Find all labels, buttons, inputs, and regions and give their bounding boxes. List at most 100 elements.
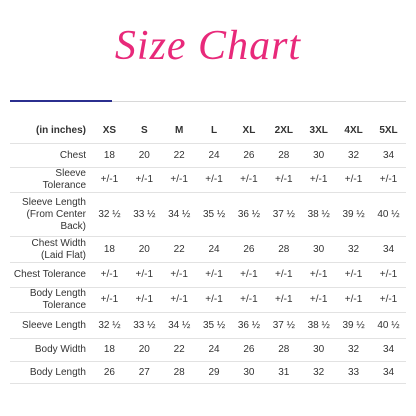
cell: +/-1	[336, 287, 371, 313]
row-label: Chest Tolerance	[10, 262, 92, 288]
cell: +/-1	[161, 262, 197, 288]
cell: 31	[266, 361, 302, 384]
cell: +/-1	[161, 167, 197, 193]
cell: 39 ½	[336, 192, 371, 237]
cell: 34	[371, 338, 406, 362]
cell: 32 ½	[92, 192, 127, 237]
header-size: 3XL	[301, 118, 337, 144]
cell: +/-1	[196, 262, 232, 288]
cell: 28	[266, 338, 302, 362]
cell: 30	[231, 361, 267, 384]
cell: 32	[301, 361, 337, 384]
header-size: S	[126, 118, 162, 144]
cell: 26	[231, 236, 267, 263]
cell: +/-1	[196, 167, 232, 193]
cell: +/-1	[266, 287, 302, 313]
header-size: L	[196, 118, 232, 144]
cell: +/-1	[161, 287, 197, 313]
rule	[112, 100, 406, 102]
cell: 30	[301, 338, 337, 362]
cell: 28	[161, 361, 197, 384]
cell: 18	[92, 143, 127, 168]
cell: 34 ½	[161, 312, 197, 339]
cell: 26	[92, 361, 127, 384]
header-size: XL	[231, 118, 267, 144]
cell: +/-1	[231, 167, 267, 193]
title: Size Chart	[114, 23, 302, 69]
cell: +/-1	[231, 262, 267, 288]
cell: 40 ½	[371, 312, 406, 339]
table-row: Body Length 26 27 28 29 30 31 32 33 34	[10, 361, 406, 384]
header-size: XS	[92, 118, 127, 144]
table-row: Body Length Tolerance +/-1 +/-1 +/-1 +/-1 +/-…	[10, 287, 406, 313]
cell: 35 ½	[196, 192, 232, 237]
cell: 27	[126, 361, 162, 384]
cell: +/-1	[301, 287, 337, 313]
cell: 24	[196, 236, 232, 263]
cell: 32 ½	[92, 312, 127, 339]
cell: 26	[231, 143, 267, 168]
cell: +/-1	[126, 287, 162, 313]
cell: +/-1	[301, 167, 337, 193]
row-label: Body Length Tolerance	[10, 287, 92, 313]
cell: 22	[161, 338, 197, 362]
cell: 33	[336, 361, 371, 384]
table-row: Sleeve Length 32 ½ 33 ½ 34 ½ 35 ½ 36 ½ 37 ½ 38 …	[10, 312, 406, 339]
cell: +/-1	[92, 167, 127, 193]
row-label: Chest Width (Laid Flat)	[10, 236, 92, 263]
cell: 28	[266, 143, 302, 168]
cell: +/-1	[336, 167, 371, 193]
cell: 37 ½	[266, 312, 302, 339]
cell: 37 ½	[266, 192, 302, 237]
row-label: Sleeve Length	[10, 312, 92, 339]
cell: 34	[371, 236, 406, 263]
cell: 38 ½	[301, 192, 337, 237]
row-label: Sleeve Tolerance	[10, 167, 92, 193]
cell: 35 ½	[196, 312, 232, 339]
cell: 30	[301, 143, 337, 168]
cell: 29	[196, 361, 232, 384]
cell: 18	[92, 338, 127, 362]
header-size: 5XL	[371, 118, 406, 144]
header-row: (in inches) XS S M L XL 2XL 3XL 4XL 5XL	[10, 118, 406, 144]
cell: +/-1	[196, 287, 232, 313]
cell: 34 ½	[161, 192, 197, 237]
cell: +/-1	[371, 167, 406, 193]
cell: +/-1	[371, 262, 406, 288]
cell: 20	[126, 338, 162, 362]
cell: 30	[301, 236, 337, 263]
cell: 33 ½	[126, 192, 162, 237]
table-row: Chest Tolerance +/-1 +/-1 +/-1 +/-1 +/-1 +/-1 +…	[10, 262, 406, 288]
cell: +/-1	[266, 167, 302, 193]
cell: 20	[126, 236, 162, 263]
cell: +/-1	[231, 287, 267, 313]
cell: 24	[196, 143, 232, 168]
header-unit: (in inches)	[10, 118, 92, 144]
cell: 40 ½	[371, 192, 406, 237]
table-body: Chest 18 20 22 24 26 28 30 32 34 Sleeve Tolerance +…	[10, 143, 406, 384]
cell: +/-1	[371, 287, 406, 313]
table-row: Sleeve Tolerance +/-1 +/-1 +/-1 +/-1 +/-1 +/-1…	[10, 167, 406, 193]
cell: 26	[231, 338, 267, 362]
header-size: 2XL	[266, 118, 302, 144]
cell: 32	[336, 143, 371, 168]
cell: 36 ½	[231, 312, 267, 339]
cell: 33 ½	[126, 312, 162, 339]
cell: 38 ½	[301, 312, 337, 339]
row-label: Body Length	[10, 361, 92, 384]
row-label: Chest	[10, 143, 92, 168]
cell: 20	[126, 143, 162, 168]
cell: 34	[371, 361, 406, 384]
table-row: Body Width 18 20 22 24 26 28 30 32 34	[10, 338, 406, 362]
cell: 18	[92, 236, 127, 263]
size-table: (in inches) XS S M L XL 2XL 3XL 4XL 5XL Chest 18 20…	[10, 118, 406, 384]
cell: 32	[336, 338, 371, 362]
table-row: Chest 18 20 22 24 26 28 30 32 34	[10, 143, 406, 168]
cell: 34	[371, 143, 406, 168]
cell: +/-1	[126, 167, 162, 193]
row-label: Sleeve Length (From Center Back)	[10, 192, 92, 237]
cell: +/-1	[336, 262, 371, 288]
row-label: Body Width	[10, 338, 92, 362]
cell: +/-1	[126, 262, 162, 288]
